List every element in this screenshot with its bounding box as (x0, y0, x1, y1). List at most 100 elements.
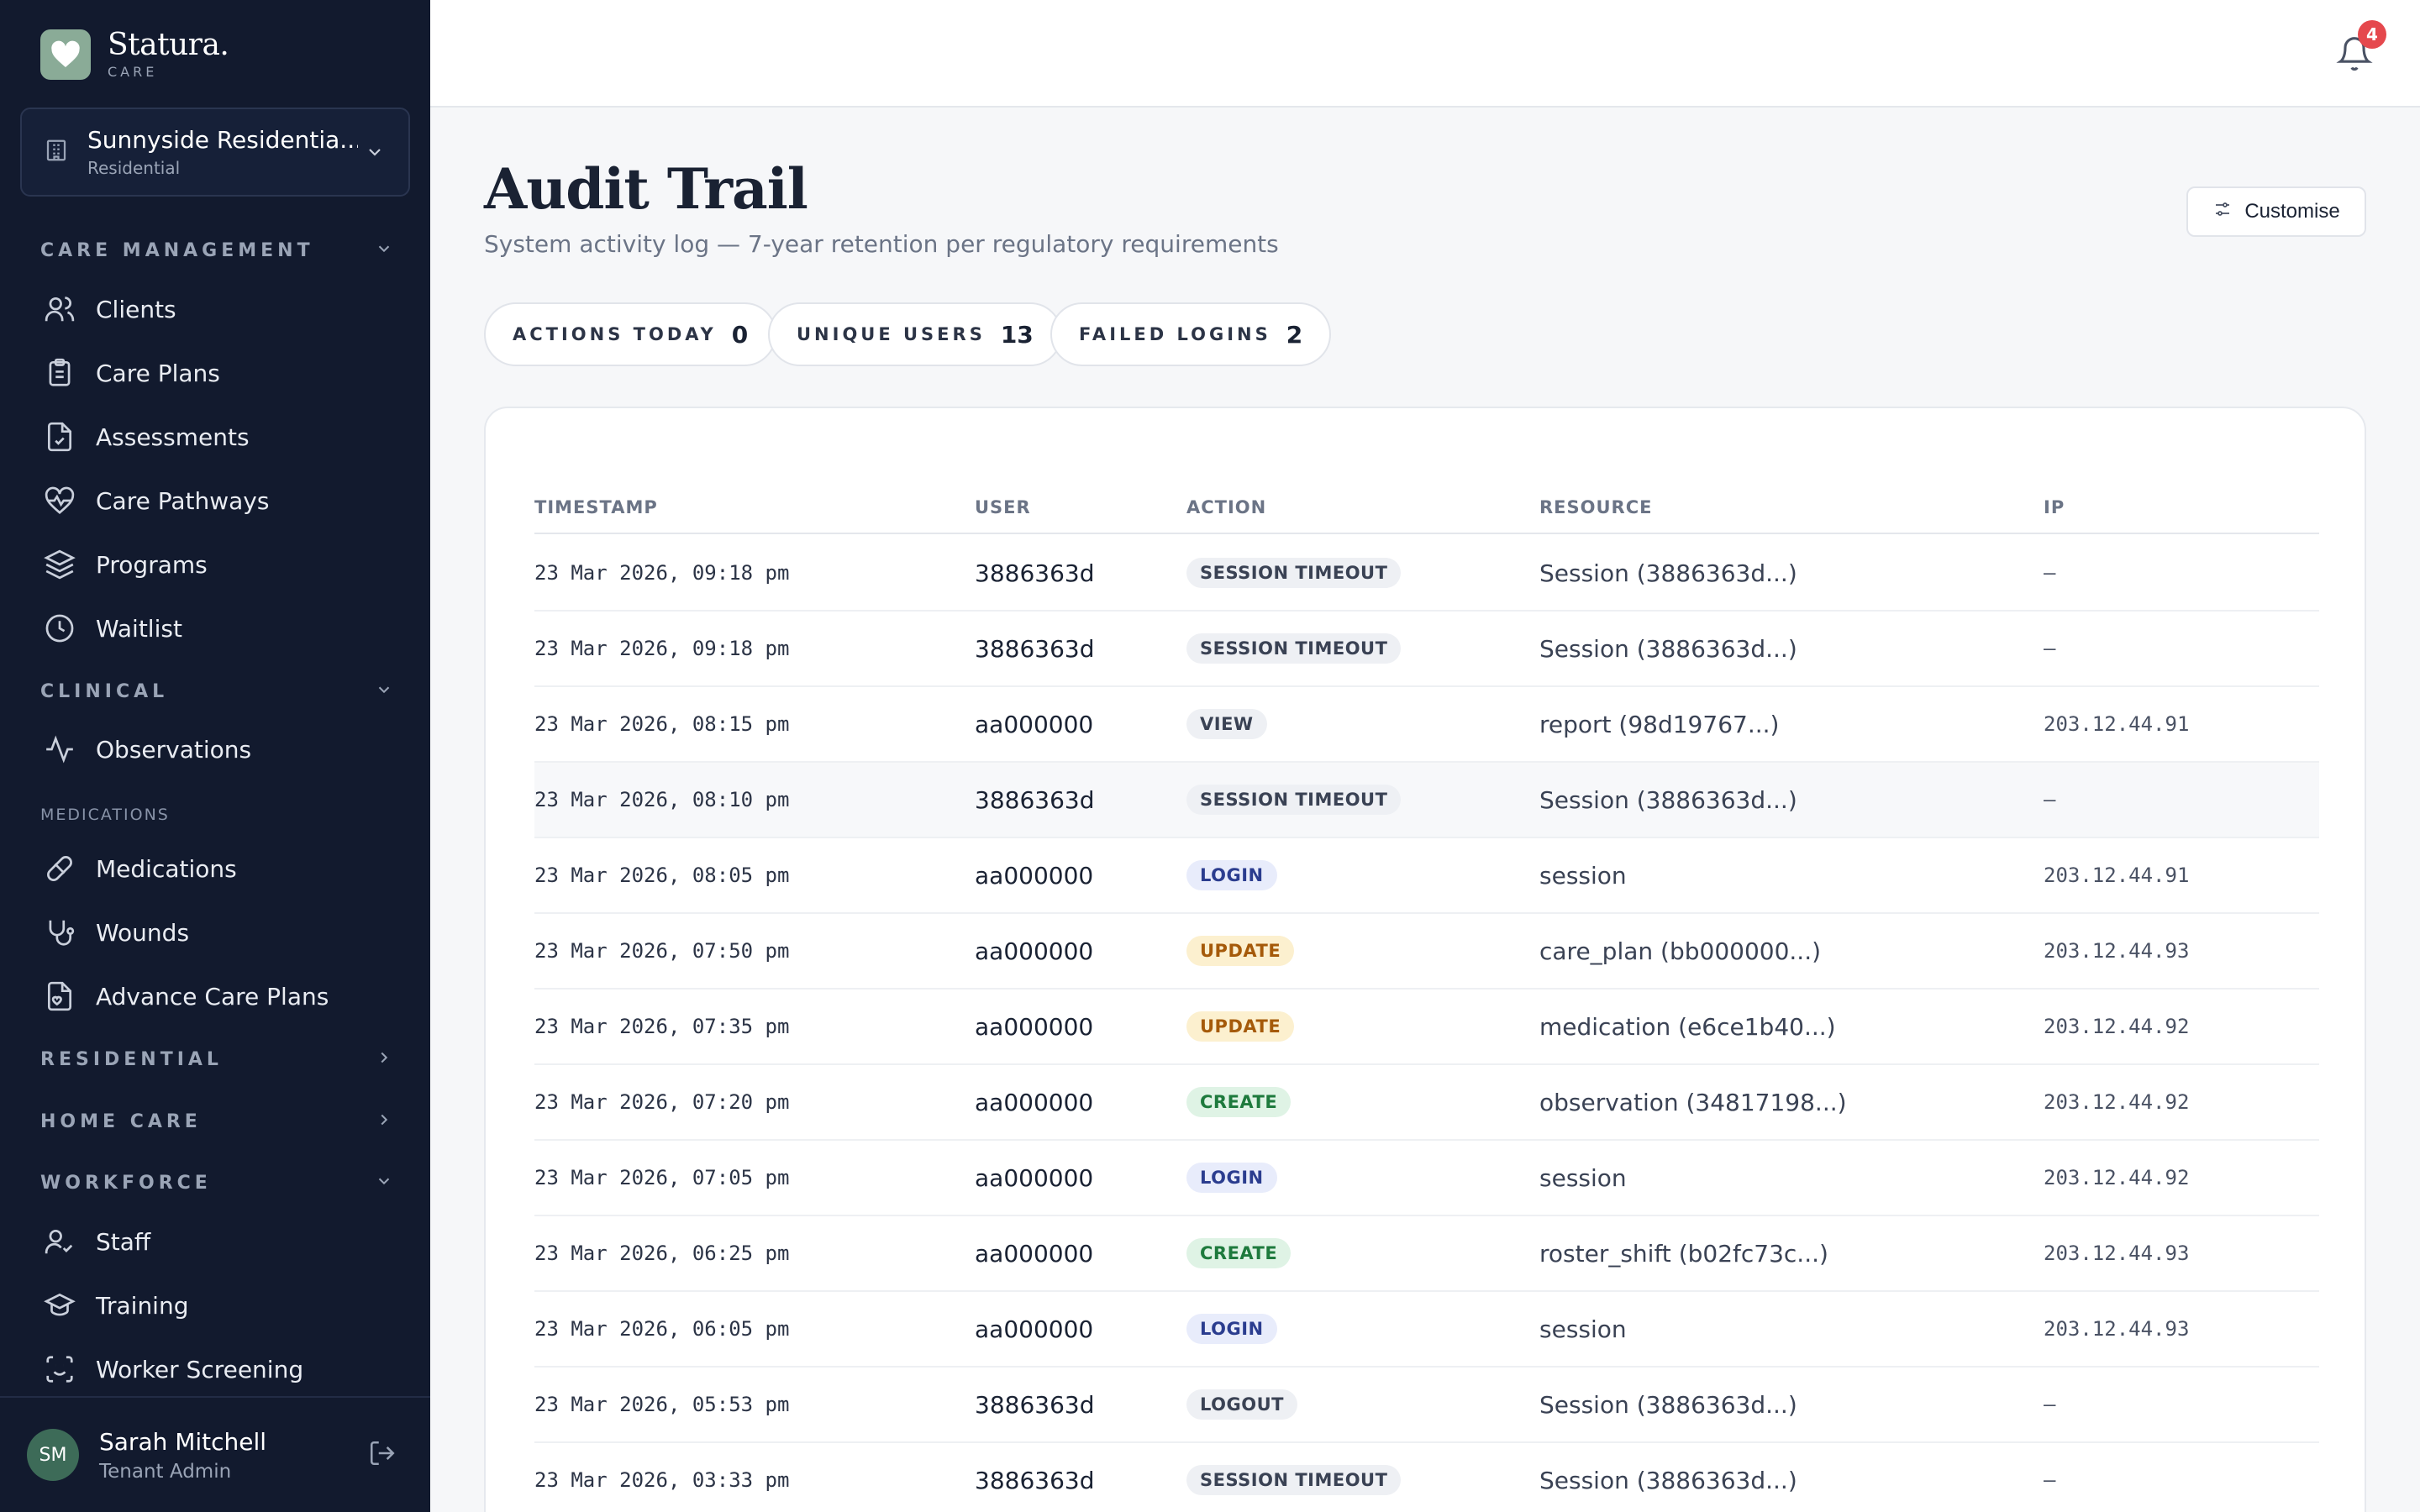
ip-cell: 203.12.44.92 (2044, 1090, 2190, 1114)
timestamp-cell: 23 Mar 2026, 09:18 pm (534, 637, 790, 660)
section-workforce[interactable]: WORKFORCE (40, 1170, 393, 1195)
resource-cell: report (98d19767...) (1539, 710, 1780, 738)
notifications-button[interactable]: 4 (2336, 20, 2386, 76)
page-subtitle: System activity log — 7-year retention p… (484, 230, 1279, 258)
chevron-right-icon (375, 1048, 393, 1070)
ip-cell: 203.12.44.92 (2044, 1015, 2190, 1038)
logout-icon[interactable] (368, 1439, 397, 1471)
table-row[interactable]: 23 Mar 2026, 09:18 pm 3886363d SESSION TIM… (534, 536, 2319, 612)
sidebar-item-label: Waitlist (96, 614, 182, 643)
file-check-icon (40, 417, 79, 456)
section-home-care[interactable]: HOME CARE (40, 1109, 393, 1134)
resource-cell: medication (e6ce1b40...) (1539, 1012, 1836, 1041)
sidebar-item-label: Worker Screening (96, 1355, 304, 1383)
sidebar-item-care-pathways[interactable]: Care Pathways (40, 477, 393, 524)
facility-type: Residential (87, 158, 181, 178)
chevron-down-icon (375, 1172, 393, 1194)
resource-cell: Session (3886363d...) (1539, 559, 1797, 587)
action-cell: LOGIN (1186, 1292, 1277, 1366)
timestamp-cell: 23 Mar 2026, 07:05 pm (534, 1166, 790, 1189)
resource-cell: roster_shift (b02fc73c...) (1539, 1239, 1828, 1268)
ip-cell: 203.12.44.93 (2044, 1317, 2190, 1341)
sidebar-item-advance-care-plans[interactable]: Advance Care Plans (40, 973, 393, 1020)
brand-subtitle: CARE (108, 64, 158, 80)
action-badge: CREATE (1186, 1238, 1292, 1268)
chevron-down-icon (375, 680, 393, 702)
column-header-resource[interactable]: RESOURCE (1539, 497, 1653, 517)
user-role: Tenant Admin (99, 1460, 232, 1483)
resource-cell: session (1539, 1315, 1627, 1343)
avatar: SM (27, 1429, 79, 1481)
resource-cell: Session (3886363d...) (1539, 634, 1797, 663)
customise-button[interactable]: Customise (2186, 186, 2366, 237)
user-cell: 3886363d (975, 559, 1095, 587)
table-row[interactable]: 23 Mar 2026, 08:15 pm aa000000 VIEW report … (534, 687, 2319, 763)
table-row[interactable]: 23 Mar 2026, 08:10 pm 3886363d SESSION TIM… (534, 763, 2319, 838)
table-row[interactable]: 23 Mar 2026, 08:05 pm aa000000 LOGIN sessio… (534, 838, 2319, 914)
sidebar-item-care-plans[interactable]: Care Plans (40, 349, 393, 396)
audit-table-card: TIMESTAMP USER ACTION RESOURCE IP 23 Mar… (484, 407, 2366, 1512)
table-row[interactable]: 23 Mar 2026, 06:05 pm aa000000 LOGIN sessio… (534, 1292, 2319, 1368)
section-residential[interactable]: RESIDENTIAL (40, 1047, 393, 1072)
sidebar-item-observations[interactable]: Observations (40, 726, 393, 773)
section-clinical[interactable]: CLINICAL (40, 679, 393, 704)
table-row[interactable]: 23 Mar 2026, 07:50 pm aa000000 UPDATE care_… (534, 914, 2319, 990)
sidebar-item-medications[interactable]: Medications (40, 845, 393, 892)
sidebar-item-wounds[interactable]: Wounds (40, 909, 393, 956)
sidebar-item-assessments[interactable]: Assessments (40, 413, 393, 460)
user-cell: aa000000 (975, 710, 1094, 738)
facility-selector[interactable]: Sunnyside Residentia... Residential (20, 108, 410, 197)
ip-cell: — (2044, 1393, 2056, 1416)
user-cell: aa000000 (975, 1088, 1094, 1116)
table-row[interactable]: 23 Mar 2026, 03:33 pm 3886363d SESSION TIM… (534, 1443, 2319, 1512)
table-header: TIMESTAMP USER ACTION RESOURCE IP (534, 497, 2319, 534)
stat-value: 2 (1286, 320, 1303, 349)
user-cell: aa000000 (975, 937, 1094, 965)
action-cell: SESSION TIMEOUT (1186, 1443, 1402, 1512)
stat-value: 0 (731, 320, 749, 349)
section-care-management[interactable]: CARE MANAGEMENT (40, 238, 393, 263)
sidebar-item-label: Wounds (96, 918, 190, 947)
sidebar-item-training[interactable]: Training (40, 1282, 393, 1329)
user-profile[interactable]: SM Sarah Mitchell Tenant Admin (0, 1396, 430, 1512)
heart-pulse-icon (40, 481, 79, 520)
column-header-ip[interactable]: IP (2044, 497, 2065, 517)
timestamp-cell: 23 Mar 2026, 03:33 pm (534, 1468, 790, 1492)
resource-cell: session (1539, 1163, 1627, 1192)
section-label: CARE MANAGEMENT (40, 239, 314, 261)
resource-cell: Session (3886363d...) (1539, 1390, 1797, 1419)
stethoscope-icon (40, 913, 79, 952)
sidebar-item-waitlist[interactable]: Waitlist (40, 605, 393, 652)
sidebar-item-worker-screening[interactable]: Worker Screening (40, 1346, 393, 1393)
user-cell: aa000000 (975, 1012, 1094, 1041)
file-heart-icon (40, 977, 79, 1016)
resource-cell: session (1539, 861, 1627, 890)
activity-icon (40, 730, 79, 769)
column-header-user[interactable]: USER (975, 497, 1031, 517)
section-label: MEDICATIONS (40, 806, 170, 824)
column-header-action[interactable]: ACTION (1186, 497, 1267, 517)
sidebar-item-staff[interactable]: Staff (40, 1218, 393, 1265)
user-name: Sarah Mitchell (99, 1427, 267, 1456)
table-row[interactable]: 23 Mar 2026, 05:53 pm 3886363d LOGOUT Sessi… (534, 1368, 2319, 1443)
notification-count-badge: 4 (2358, 20, 2386, 49)
user-cell: aa000000 (975, 1239, 1094, 1268)
heart-logo-icon (40, 29, 91, 80)
ip-cell: 203.12.44.93 (2044, 939, 2190, 963)
sidebar-item-clients[interactable]: Clients (40, 286, 393, 333)
resource-cell: observation (34817198...) (1539, 1088, 1847, 1116)
timestamp-cell: 23 Mar 2026, 07:35 pm (534, 1015, 790, 1038)
table-row[interactable]: 23 Mar 2026, 07:35 pm aa000000 UPDATE medic… (534, 990, 2319, 1065)
timestamp-cell: 23 Mar 2026, 07:50 pm (534, 939, 790, 963)
sidebar-item-programs[interactable]: Programs (40, 541, 393, 588)
table-row[interactable]: 23 Mar 2026, 09:18 pm 3886363d SESSION TIM… (534, 612, 2319, 687)
table-row[interactable]: 23 Mar 2026, 07:05 pm aa000000 LOGIN sessio… (534, 1141, 2319, 1216)
table-row[interactable]: 23 Mar 2026, 07:20 pm aa000000 CREATE obser… (534, 1065, 2319, 1141)
resource-cell: care_plan (bb000000...) (1539, 937, 1822, 965)
brand[interactable]: Statura. CARE (40, 29, 229, 80)
timestamp-cell: 23 Mar 2026, 07:20 pm (534, 1090, 790, 1114)
column-header-timestamp[interactable]: TIMESTAMP (534, 497, 658, 517)
ip-cell: 203.12.44.93 (2044, 1242, 2190, 1265)
user-cell: aa000000 (975, 1315, 1094, 1343)
table-row[interactable]: 23 Mar 2026, 06:25 pm aa000000 CREATE roste… (534, 1216, 2319, 1292)
